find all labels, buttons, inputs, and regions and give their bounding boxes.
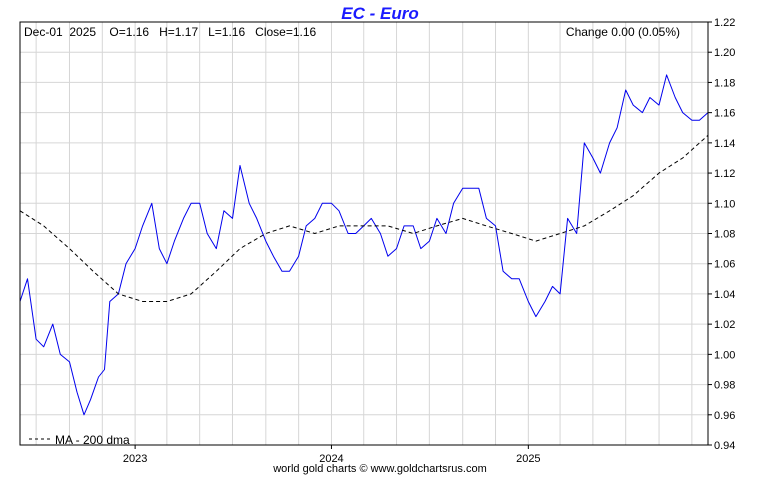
x-tick-label: 2024 (319, 453, 343, 465)
y-tick-label: 1.04 (714, 289, 735, 301)
x-tick-label: 2025 (516, 453, 540, 465)
y-tick-label: 1.22 (714, 17, 735, 29)
ohlc-info: Dec-01 2025 O=1.16 H=1.17 L=1.16 Close=1… (24, 25, 317, 39)
y-tick-label: 0.94 (714, 440, 735, 452)
y-tick-label: 0.96 (714, 410, 735, 422)
x-tick-label: 2023 (123, 453, 147, 465)
grid-layer (20, 21, 708, 446)
y-tick-label: 1.06 (714, 259, 735, 271)
y-tick-label: 1.20 (714, 47, 735, 59)
ma-200-dma-line (19, 134, 709, 302)
x-axis: 2023 2024 2025 (123, 445, 541, 465)
change-info: Change 0.00 (0.05%) (566, 25, 680, 39)
y-axis: 1.22 1.20 1.18 1.16 1.14 1.12 1.10 1.08 1.06 1.04… (708, 17, 735, 452)
footer-credit: world gold charts © www.goldchartsrus.co… (272, 463, 487, 475)
y-tick-label: 1.14 (714, 138, 735, 150)
legend-ma-label: MA - 200 dma (55, 433, 130, 447)
y-tick-label: 1.12 (714, 168, 735, 180)
y-tick-label: 1.18 (714, 77, 735, 89)
chart-title: EC - Euro (341, 4, 418, 23)
y-tick-label: 1.10 (714, 198, 735, 210)
price-line (19, 74, 709, 416)
y-tick-label: 1.02 (714, 319, 735, 331)
y-tick-label: 0.98 (714, 380, 735, 392)
series-layer (19, 74, 709, 416)
y-tick-label: 1.00 (714, 349, 735, 361)
y-tick-label: 1.08 (714, 229, 735, 241)
y-tick-label: 1.16 (714, 108, 735, 120)
